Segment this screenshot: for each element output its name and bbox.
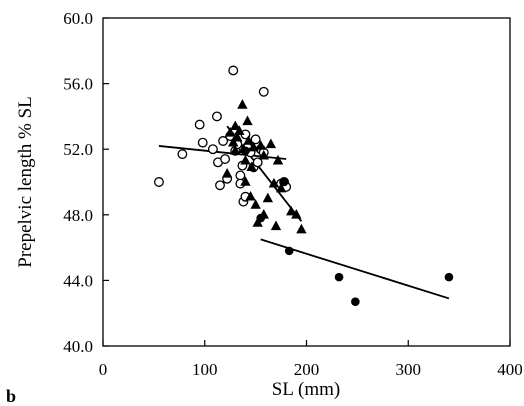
filled-triangle-point (224, 127, 236, 137)
filled-triangle-point (237, 99, 248, 109)
open-circle-point (207, 144, 218, 155)
open-circle-point (194, 119, 205, 130)
filled-triangle-point (246, 161, 257, 172)
filled-triangle-point (232, 131, 243, 142)
panel-label: b (6, 386, 16, 406)
open-circle-point (258, 86, 269, 97)
filled-circle-point (334, 272, 344, 282)
filled-triangle-point (240, 154, 251, 165)
y-tick-label: 48.0 (63, 206, 93, 225)
filled-triangle-point (265, 138, 277, 149)
filled-triangle-point (252, 217, 263, 227)
open-circle-point (154, 177, 164, 187)
open-circle-point (220, 154, 231, 164)
filled-triangle-point (272, 154, 284, 165)
y-tick-label: 40.0 (63, 337, 93, 356)
y-axis-label: Prepelvic length % SL (15, 96, 36, 268)
y-tick-label: 52.0 (63, 140, 93, 159)
trend-lines (158, 125, 450, 300)
y-tick-label: 44.0 (63, 271, 93, 290)
filled-triangle-point (262, 192, 274, 203)
filled-triangle-point (258, 149, 269, 160)
x-tick-label: 400 (497, 360, 523, 379)
open-circle-point (228, 65, 239, 76)
filled-triangle-point (221, 168, 233, 178)
open-circle-point (252, 157, 263, 168)
filled-triangle-point (242, 115, 253, 126)
filled-triangle-point (243, 135, 254, 145)
filled-triangle-point (275, 182, 287, 193)
filled-triangle-point (286, 205, 297, 216)
filled-circle-point (351, 297, 360, 307)
x-tick-label: 0 (99, 360, 108, 379)
data-points (154, 65, 454, 307)
open-circle-point (177, 149, 188, 160)
filled-triangle-point (245, 190, 256, 201)
open-circle-point (250, 134, 261, 145)
filled-triangle-point (230, 120, 241, 131)
y-axis: 40.0 44.0 48.0 52.0 56.0 60.0 (63, 9, 109, 356)
filled-triangle-point (230, 145, 241, 155)
x-axis: 0 100 200 300 400 (99, 340, 523, 379)
open-circle-point (235, 170, 246, 181)
x-axis-label: SL (mm) (272, 379, 340, 400)
filled-triangle-point (240, 176, 251, 186)
filled-circle-point (279, 177, 289, 187)
x-tick-label: 300 (396, 360, 422, 379)
filled-triangle-point (234, 125, 245, 135)
x-tick-label: 200 (294, 360, 320, 379)
filled-triangle-point (296, 223, 307, 234)
plot-frame (102, 17, 511, 347)
filled-circle-point (256, 213, 266, 223)
filled-triangle-point (228, 136, 239, 147)
filled-triangle-point (250, 199, 261, 209)
y-tick-label: 60.0 (63, 9, 93, 28)
x-tick-label: 100 (192, 360, 218, 379)
filled-triangle-point (291, 209, 302, 219)
open-circle-point (197, 137, 208, 148)
filled-circle-point (284, 246, 294, 256)
open-circle-point (212, 111, 222, 122)
filled-circle-point (444, 272, 454, 282)
y-tick-label: 56.0 (63, 75, 93, 94)
open-circle-point (218, 136, 229, 146)
filled-circle-point (241, 146, 250, 156)
filled-triangle-point (270, 220, 282, 231)
open-circle-point (215, 180, 225, 191)
filled-triangle-point (268, 177, 280, 188)
filled-triangle-point (255, 140, 266, 150)
